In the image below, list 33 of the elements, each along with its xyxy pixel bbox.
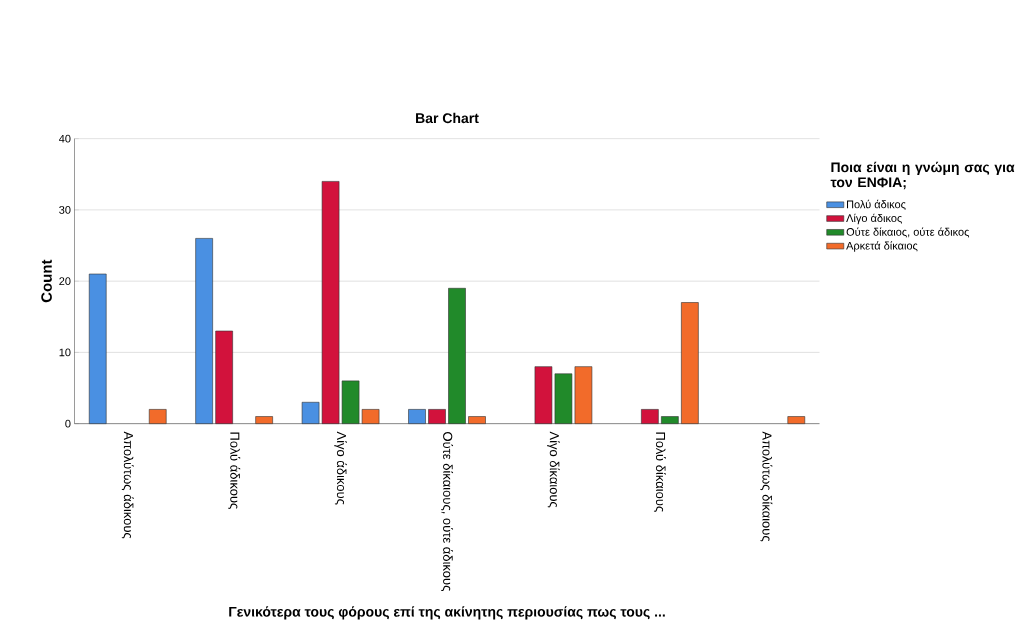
bar [148, 409, 167, 424]
bar [468, 416, 486, 424]
bar [408, 409, 426, 424]
bar [661, 416, 679, 424]
x-tick-label: Πολύ δίκαιους [653, 432, 666, 512]
legend-label: Λίγο άδικος [846, 213, 902, 225]
bar [255, 416, 273, 424]
y-tick-label: 10 [59, 348, 71, 357]
bar [641, 409, 659, 424]
bar [215, 330, 233, 424]
bar [448, 287, 466, 424]
x-tick-label: Λίγο δίκαιους [547, 431, 560, 508]
y-tick-label: 30 [59, 206, 71, 214]
legend-label: Ούτε δίκαιος, ούτε άδικος [846, 227, 970, 238]
bar [195, 238, 213, 424]
legend-label: Πολύ άδικος [847, 199, 906, 211]
x-axis-title: Γενικότερα τους φόρους επί της ακίνητης περιουσίας πως τους ... [229, 606, 665, 620]
legend-title: Ποια είναι η γνώμη σας για τον ΕΝΦΙΑ; [830, 161, 1015, 190]
bar [681, 302, 699, 424]
y-tick-label: 20 [59, 277, 71, 286]
x-tick-label: Απολύτως άδικους [121, 431, 134, 539]
chart-title: Bar Chart [416, 112, 479, 124]
y-tick-label: 40 [58, 134, 71, 143]
x-tick-label: Ούτε δίκαιους, ούτε άδικους [440, 432, 454, 591]
bar [787, 416, 806, 424]
y-tick-label: 0 [65, 419, 71, 428]
x-tick-label: Λίγο άδικους [334, 431, 347, 505]
legend-label: Αρκετά δίκαιος [846, 241, 918, 252]
bar [428, 409, 446, 424]
y-axis-title: Count [41, 259, 52, 303]
bar [88, 273, 107, 424]
x-tick-label: Απολύτως δίκαιους [760, 431, 773, 542]
x-tick-label: Πολύ άδικους [228, 432, 241, 509]
